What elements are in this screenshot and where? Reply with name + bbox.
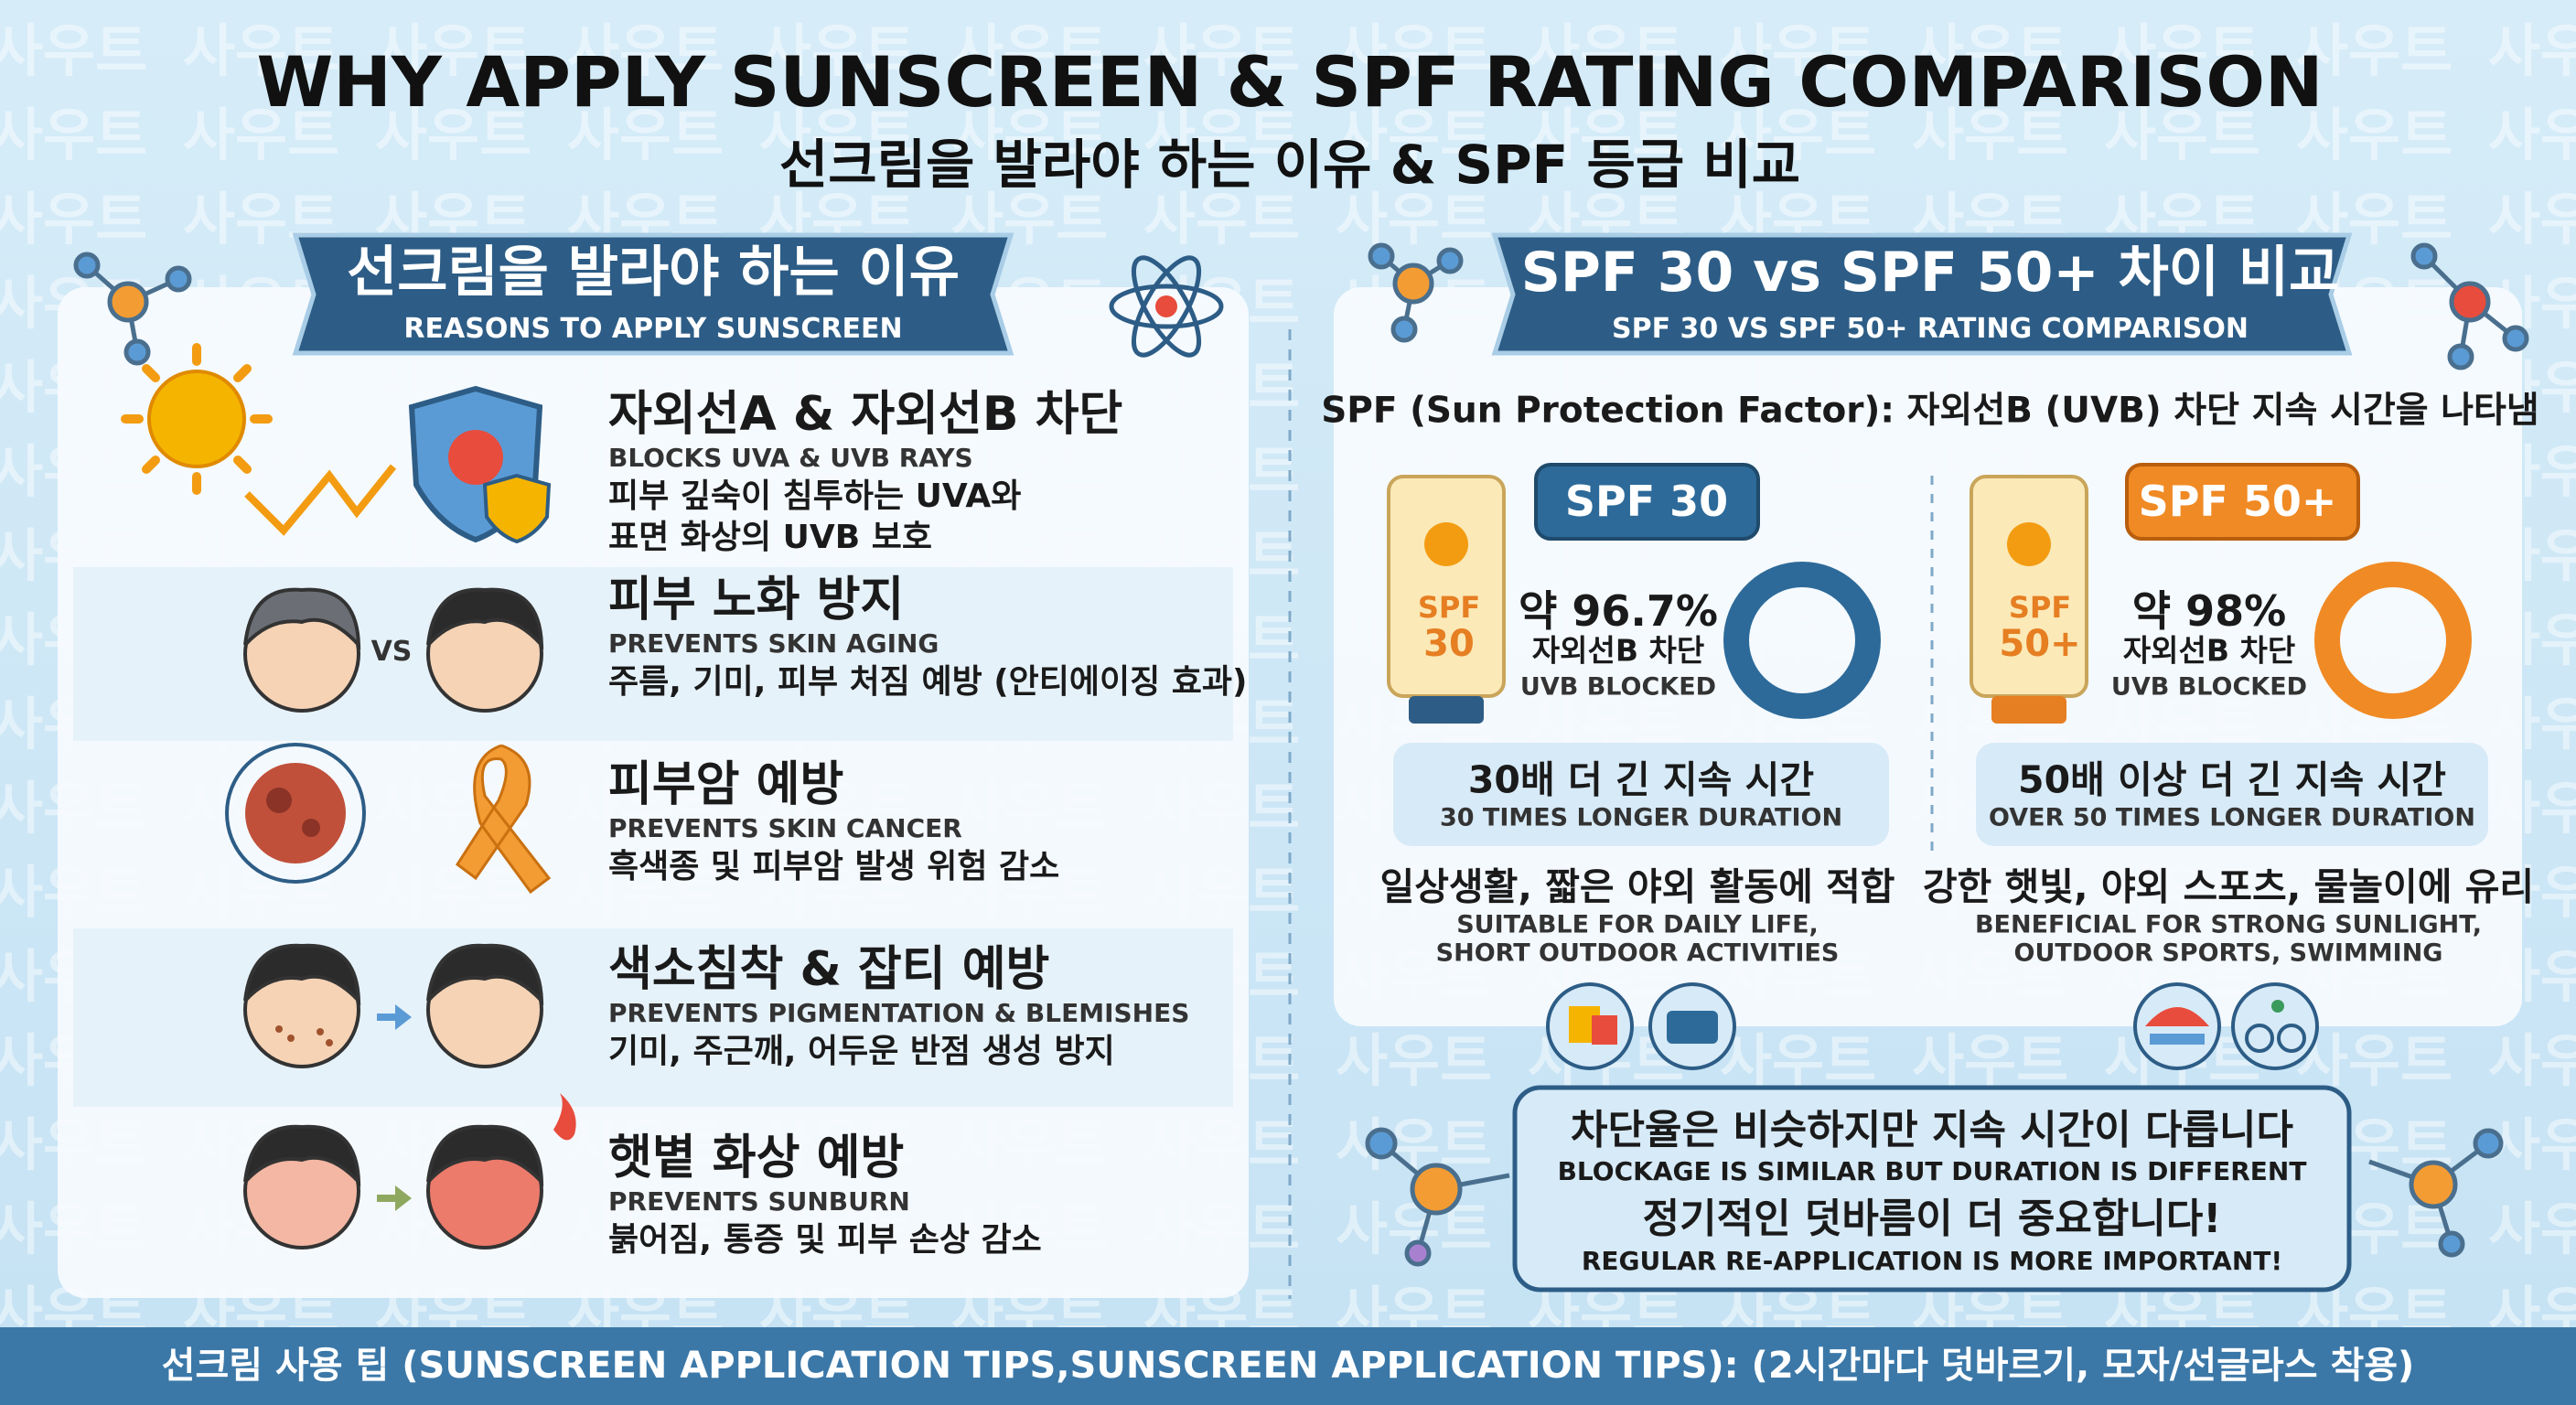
watermark: 사우트: [759, 102, 917, 168]
watermark: 사우트: [2104, 102, 2261, 168]
reason-english: PREVENTS SUNBURN: [608, 1186, 910, 1217]
reason-title: 색소침착 & 잡티 예방: [608, 942, 1050, 997]
watermark: 사우트: [0, 102, 148, 168]
watermark: 사우트: [183, 17, 340, 84]
reason-description: 주름, 기미, 피부 처짐 예방 (안티에이징 효과): [608, 663, 1248, 701]
reason-title: 피부 노화 방지: [608, 573, 905, 627]
reason-description: 피부 깊숙이 침투하는 UVA와: [608, 477, 1022, 515]
watermark: 사우트: [2296, 102, 2453, 168]
watermark: 사우트: [567, 17, 724, 84]
blocked-percent: 약 98%: [2131, 586, 2287, 636]
blocked-korean: 자외선B 차단: [1531, 632, 1705, 669]
note-line: BLOCKAGE IS SIMILAR BUT DURATION IS DIFF…: [1557, 1156, 2307, 1186]
blocked-percent: 약 96.7%: [1519, 586, 1718, 636]
duration-english: OVER 50 TIMES LONGER DURATION: [1989, 803, 2475, 832]
note-line: 정기적인 덧바름이 더 중요합니다!: [1642, 1196, 2222, 1242]
watermark: 사우트: [2488, 186, 2576, 252]
watermark: 사우트: [951, 102, 1109, 168]
reason-description: 붉어짐, 통증 및 피부 손상 감소: [608, 1221, 1042, 1259]
footer-tip: 선크림 사용 팁 (SUNSCREEN APPLICATION TIPS,SUN…: [161, 1345, 2415, 1387]
tube-label: 50+: [1999, 623, 2081, 665]
subtitle: 선크림을 발라야 하는 이유 & SPF 등급 비교: [778, 134, 1801, 196]
watermark: 사우트: [183, 102, 340, 168]
watermark: 사우트: [1912, 102, 2069, 168]
watermark: 사우트: [2488, 1027, 2576, 1094]
watermark: 사우트: [0, 186, 148, 252]
tube-label: SPF: [1417, 590, 1481, 625]
watermark: 사우트: [759, 17, 917, 84]
reason-english: PREVENTS SKIN CANCER: [608, 813, 962, 843]
use-case: 일상생활, 짧은 야외 활동에 적합: [1379, 864, 1895, 909]
watermark: 사우트: [2488, 17, 2576, 84]
section-title: SPF 30 vs SPF 50+ 차이 비교: [1520, 241, 2340, 305]
section-subtitle: REASONS TO APPLY SUNSCREEN: [403, 313, 903, 345]
reason-title: 햇볕 화상 예방: [608, 1131, 905, 1185]
watermark: 사우트: [951, 17, 1109, 84]
reason-description: 기미, 주근깨, 어두운 반점 생성 방지: [608, 1033, 1115, 1070]
watermark: 사우트: [1336, 1111, 1493, 1178]
watermark: 사우트: [2296, 17, 2453, 84]
spf-badge: SPF 50+: [2138, 477, 2337, 526]
watermark: 사우트: [1143, 102, 1301, 168]
use-case: 강한 햇빛, 야외 스포츠, 물놀이에 유리: [1922, 864, 2535, 909]
duration-english: 30 TIMES LONGER DURATION: [1439, 803, 1843, 832]
use-case-english: SUITABLE FOR DAILY LIFE,: [1456, 910, 1819, 939]
watermark: 사우트: [1720, 1027, 1877, 1094]
watermark: 사우트: [1336, 186, 1493, 252]
use-case-english: OUTDOOR SPORTS, SWIMMING: [2013, 938, 2443, 968]
use-case-english: SHORT OUTDOOR ACTIVITIES: [1435, 938, 1840, 968]
reason-english: PREVENTS PIGMENTATION & BLEMISHES: [608, 998, 1190, 1028]
title: WHY APPLY SUNSCREEN & SPF RATING COMPARI…: [256, 41, 2324, 123]
watermark: 사우트: [1336, 17, 1493, 84]
section-subtitle: SPF 30 VS SPF 50+ RATING COMPARISON: [1612, 313, 2249, 345]
watermark: 사우트: [1336, 102, 1493, 168]
tube-label: SPF: [2008, 590, 2072, 625]
blocked-korean: 자외선B 차단: [2122, 632, 2296, 669]
spf-badge: SPF 30: [1564, 477, 1729, 526]
watermark: 사우트: [567, 102, 724, 168]
watermark: 사우트: [375, 17, 532, 84]
watermark: 사우트: [0, 17, 148, 84]
watermark: 사우트: [1720, 102, 1877, 168]
watermark: 사우트: [375, 102, 532, 168]
watermark: 사우트: [1143, 186, 1301, 252]
watermark: 사우트: [2488, 102, 2576, 168]
tube-label: 30: [1423, 623, 1475, 665]
note-line: 차단율은 비슷하지만 지속 시간이 다릅니다: [1571, 1107, 2293, 1153]
watermark: 사우트: [1528, 102, 1685, 168]
section-title: 선크림을 발라야 하는 이유: [347, 241, 960, 305]
watermark: 사우트: [2488, 1196, 2576, 1262]
reason-title: 자외선A & 자외선B 차단: [608, 387, 1123, 442]
duration: 30배 더 긴 지속 시간: [1467, 757, 1815, 802]
watermark: 사우트: [1720, 17, 1877, 84]
reason-description: 흑색종 및 피부암 발생 위험 감소: [608, 848, 1060, 885]
watermark: 사우트: [1912, 17, 2069, 84]
blocked-english: UVB BLOCKED: [2110, 672, 2308, 702]
use-case-english: BENEFICIAL FOR STRONG SUNLIGHT,: [1974, 910, 2483, 939]
watermark: 사우트: [1336, 1027, 1493, 1094]
reason-english: BLOCKS UVA & UVB RAYS: [608, 443, 973, 473]
reason-english: PREVENTS SKIN AGING: [608, 628, 939, 659]
reason-title: 피부암 예방: [608, 757, 844, 812]
spf-definition: SPF (Sun Protection Factor): 자외선B (UVB) …: [1321, 390, 2539, 432]
watermark: 사우트: [1528, 17, 1685, 84]
watermark: 사우트: [2296, 1027, 2453, 1094]
watermark: 사우트: [1143, 17, 1301, 84]
watermark: 사우트: [2104, 17, 2261, 84]
watermark: 사우트: [1912, 1027, 2069, 1094]
reason-description: 표면 화상의 UVB 보호: [608, 519, 932, 556]
blocked-english: UVB BLOCKED: [1519, 672, 1717, 702]
duration: 50배 이상 더 긴 지속 시간: [2018, 757, 2446, 802]
note-line: REGULAR RE-APPLICATION IS MORE IMPORTANT…: [1581, 1246, 2283, 1276]
vs-label: VS: [370, 636, 413, 668]
